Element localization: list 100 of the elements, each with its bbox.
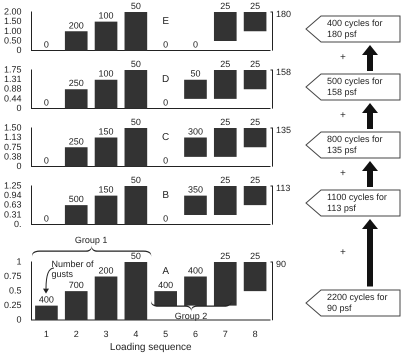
y-tick-label: 0.50 [4,35,22,46]
bar [35,306,58,320]
bar [94,22,118,51]
annotation: 400 [188,266,203,276]
annotation: 25 [250,0,260,11]
text: 500 cycles for 158 psf [327,76,384,98]
x-axis-title: Loading sequence [110,342,192,353]
annotation: 400 [158,280,174,290]
y-tick-label: 1.25 [4,180,22,190]
y-tick-label: 2.00 [4,6,22,16]
annotation: 100 [98,68,114,79]
annotation: 25 [220,0,230,11]
annotation: 0 [44,40,49,50]
annotation: C [162,132,170,143]
bar [94,80,118,109]
text: + [340,52,346,63]
annotation: 25 [250,116,260,127]
bar [214,262,237,306]
x-tick-label: 8 [252,329,258,340]
annotation: 0 [163,156,168,166]
annotation: Group 2 [174,311,208,322]
bar [244,186,266,206]
annotation: 25 [250,174,260,185]
annotation: 250 [68,136,84,146]
y-tick-label: 0.5 [9,286,22,296]
annotation: 400 [38,294,54,305]
annotation: 0 [44,156,49,166]
text: Group 1 [74,234,108,245]
bar [124,128,148,167]
x-tick-label: 1 [44,329,49,340]
bar [64,291,88,320]
annotation: 700 [68,280,84,290]
annotation: 500 [68,194,84,204]
annotation: 50 [190,68,200,79]
annotation: 25 [250,58,260,69]
y-tick-label: 1.50 [4,16,22,26]
y-tick-label: 0.94 [4,190,22,200]
annotation: 0 [192,40,198,50]
bar [124,262,148,320]
bar [184,138,207,157]
bar [124,186,148,225]
annotation: 0 [44,98,49,108]
x-tick-label: 6 [192,329,198,340]
text: 158 [276,66,292,77]
text: 2200 cycles for 90 psf [327,292,389,314]
bar [64,205,88,225]
annotation: 350 [188,184,203,195]
annotation: 25 [220,58,230,69]
y-tick-label: 0. [14,219,22,230]
y-tick-label: 1.13 [4,132,22,142]
y-tick-label: 1.31 [4,74,22,84]
bar [64,31,88,51]
bar [184,196,207,216]
annotation: B [162,190,170,201]
text: + [340,168,346,179]
x-tick-label: 2 [74,329,79,340]
bar [214,186,237,216]
annotation: 25 [250,250,260,261]
annotation: 0 [163,98,168,108]
bar [184,276,207,306]
bar [94,196,118,225]
annotation: 0 [163,214,168,224]
bar [124,70,148,109]
y-tick-label: 1.75 [4,64,22,74]
annotation: 0 [44,214,49,224]
annotation: 150 [98,184,114,195]
y-tick-label: 0.88 [4,84,22,94]
bar [244,12,266,32]
y-tick-label: 0 [16,45,22,56]
y-tick-label: 0.44 [4,93,22,104]
bar [124,12,148,51]
x-tick-label: 5 [163,329,168,340]
y-tick-label: 0 [16,161,22,172]
text: + [340,110,346,121]
bar [64,147,88,167]
bar [214,12,237,41]
annotation: 0 [163,40,168,50]
annotation: 25 [220,250,230,261]
text: 400 cycles for 180 psf [327,18,384,40]
y-tick-label: 0.25 [4,300,22,310]
text: 135 [276,124,292,135]
annotation: D [162,74,170,85]
y-tick-label: 0.31 [4,210,22,220]
annotation: 50 [130,0,141,11]
annotation: 250 [68,78,84,88]
y-tick-label: 0 [16,103,22,114]
bar [244,262,266,292]
annotation: 25 [220,174,230,185]
annotation: 50 [130,174,141,185]
annotation: Number of gusts [51,258,94,279]
y-tick-label: 0.38 [4,151,22,162]
annotation: E [162,16,170,27]
text: 800 cycles for 135 psf [327,134,384,156]
x-tick-label: 3 [104,329,109,340]
annotation: 200 [98,266,114,276]
text: + [340,246,346,258]
annotation: 50 [130,116,141,127]
bar [64,89,88,109]
bar [244,128,266,148]
y-tick-label: 1 [16,256,22,266]
